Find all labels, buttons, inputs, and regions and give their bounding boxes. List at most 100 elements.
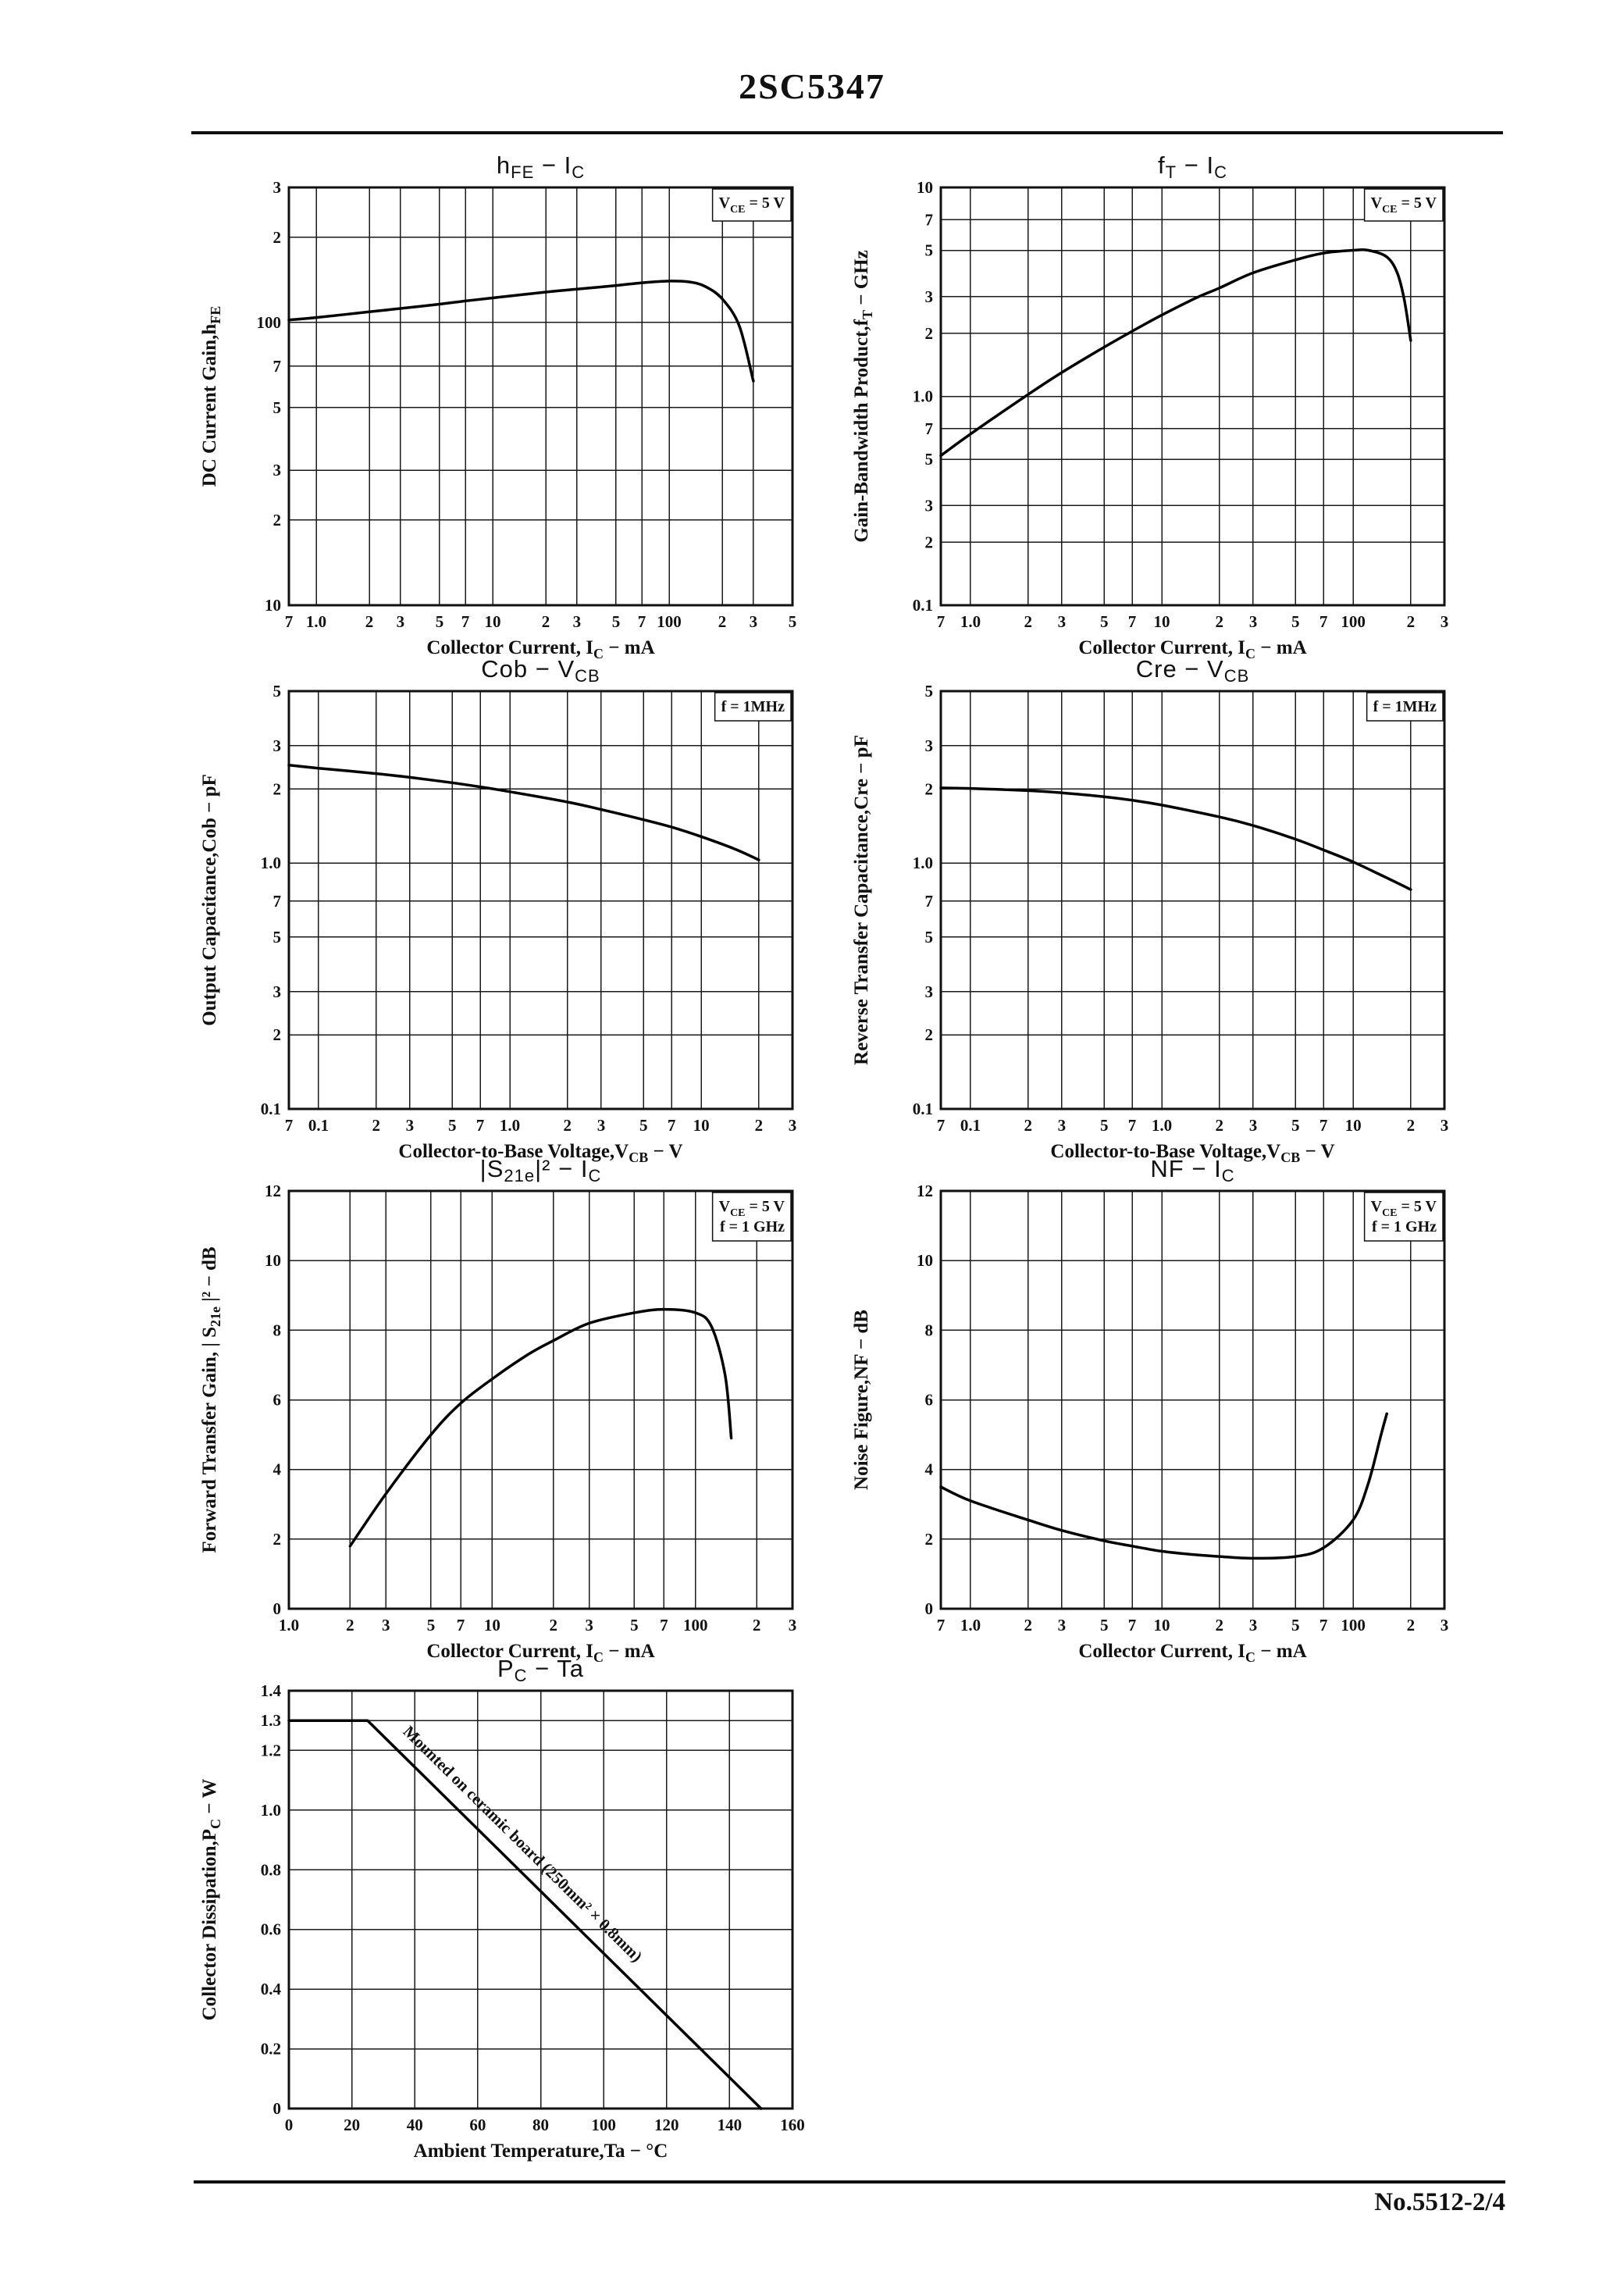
svg-text:3: 3 — [1058, 1616, 1067, 1635]
svg-text:7: 7 — [937, 612, 946, 631]
x-axis-label: Collector-to-Base Voltage,VCB − V — [398, 1141, 682, 1165]
svg-text:2: 2 — [1024, 1116, 1032, 1135]
svg-text:7: 7 — [461, 612, 470, 631]
svg-text:7: 7 — [925, 210, 934, 229]
svg-text:2: 2 — [755, 1116, 764, 1135]
chart-ft-vs-ic: 7 1.0 2 3 5 7 10 2 3 5 7 100 2 3 0.1 2 3 5 7 1.0 2 3 5 7 10 fT − … — [839, 141, 1464, 687]
svg-text:1.0: 1.0 — [500, 1116, 520, 1135]
conditions-box: VCE = 5 V — [711, 188, 792, 222]
svg-text:2: 2 — [1407, 612, 1416, 631]
svg-text:7: 7 — [1320, 612, 1328, 631]
chart-title: Cob − VCB — [481, 655, 600, 686]
svg-text:160: 160 — [780, 2116, 805, 2134]
svg-text:7: 7 — [457, 1616, 465, 1635]
svg-text:f = 1MHz: f = 1MHz — [1373, 698, 1437, 715]
svg-text:2: 2 — [925, 1530, 934, 1549]
svg-text:100: 100 — [257, 313, 282, 332]
y-tick-labels: 0.1 2 3 5 7 1.0 2 3 5 — [913, 682, 933, 1118]
svg-text:2: 2 — [273, 228, 282, 247]
svg-text:80: 80 — [532, 2116, 549, 2134]
svg-text:3: 3 — [1249, 1616, 1258, 1635]
svg-text:5: 5 — [1291, 1616, 1300, 1635]
svg-text:2: 2 — [925, 1025, 934, 1044]
data-curve — [939, 1412, 1388, 1560]
y-axis-label: Collector Dissipation,PC − W — [199, 1779, 223, 2021]
svg-text:1.0: 1.0 — [261, 1801, 281, 1820]
svg-text:3: 3 — [273, 178, 282, 197]
svg-text:5: 5 — [1100, 1616, 1109, 1635]
svg-text:2: 2 — [1024, 612, 1032, 631]
y-tick-labels: 0 2 4 6 8 10 12 — [265, 1182, 282, 1618]
svg-text:2: 2 — [365, 612, 374, 631]
svg-text:3: 3 — [585, 1616, 593, 1635]
svg-text:5: 5 — [436, 612, 444, 631]
svg-text:2: 2 — [273, 1530, 282, 1549]
svg-text:10: 10 — [1154, 612, 1170, 631]
svg-text:3: 3 — [1249, 612, 1258, 631]
svg-text:1.0: 1.0 — [279, 1616, 299, 1635]
footer-rule — [194, 2180, 1505, 2184]
plot-frame — [939, 186, 1446, 607]
svg-text:3: 3 — [1058, 612, 1067, 631]
svg-text:3: 3 — [925, 736, 934, 755]
y-axis-label: DC Current Gain,hFE — [199, 306, 223, 487]
svg-text:1.0: 1.0 — [913, 854, 933, 872]
svg-text:3: 3 — [573, 612, 582, 631]
y-tick-labels: 10 2 3 5 7 100 2 3 — [257, 178, 282, 615]
y-axis-label: Output Capacitance,Cob − pF — [199, 774, 220, 1026]
svg-text:0: 0 — [273, 2099, 282, 2118]
conditions-box: f = 1MHz — [1366, 692, 1444, 722]
svg-text:5: 5 — [448, 1116, 457, 1135]
svg-text:f = 1 GHz: f = 1 GHz — [720, 1218, 785, 1235]
conditions-box: f = 1MHz — [714, 692, 792, 722]
svg-text:3: 3 — [273, 982, 282, 1001]
grid-lines — [288, 690, 793, 1110]
svg-text:1.0: 1.0 — [261, 854, 281, 872]
svg-text:f = 1 GHz: f = 1 GHz — [1372, 1218, 1437, 1235]
svg-text:100: 100 — [591, 2116, 616, 2134]
data-curve — [287, 1719, 763, 2110]
svg-text:1.0: 1.0 — [913, 387, 933, 406]
svg-text:5: 5 — [925, 241, 934, 260]
svg-text:1.0: 1.0 — [1152, 1116, 1172, 1135]
svg-text:7: 7 — [273, 357, 282, 376]
svg-text:5: 5 — [925, 928, 934, 946]
svg-text:0.8: 0.8 — [261, 1860, 281, 1879]
svg-text:100: 100 — [683, 1616, 708, 1635]
svg-text:2: 2 — [753, 1616, 761, 1635]
pc-ta-svg: 0 20 40 60 80 100 120 140 160 0 0.2 0.4 0.6 0.8 1.0 1.2… — [199, 1655, 805, 2162]
svg-text:7: 7 — [668, 1116, 676, 1135]
svg-text:7: 7 — [1320, 1116, 1328, 1135]
svg-text:1.3: 1.3 — [261, 1711, 281, 1730]
svg-text:7: 7 — [1128, 1116, 1137, 1135]
grid-lines — [288, 1190, 793, 1610]
header-rule — [191, 131, 1503, 134]
grid-lines — [940, 1190, 1445, 1610]
svg-text:0.1: 0.1 — [308, 1116, 329, 1135]
svg-text:0.1: 0.1 — [913, 1100, 933, 1118]
y-tick-labels: 0 0.2 0.4 0.6 0.8 1.0 1.2 1.3 1.4 — [261, 1681, 282, 2118]
chart-cob-vs-vcb: 7 0.1 2 3 5 7 1.0 2 3 5 7 10 2 3 0.1 2 3 5 7 1.0 2 3 5 Cob − VC… — [187, 644, 812, 1191]
svg-text:0: 0 — [285, 2116, 294, 2134]
svg-text:60: 60 — [469, 2116, 486, 2134]
svg-text:3: 3 — [1441, 1616, 1449, 1635]
x-axis-label: Collector Current, IC − mA — [1078, 637, 1306, 661]
svg-text:7: 7 — [285, 612, 294, 631]
x-axis-label: Collector Current, IC − mA — [1078, 1641, 1306, 1665]
chart-title: Cre − VCB — [1136, 655, 1250, 686]
svg-text:120: 120 — [654, 2116, 679, 2134]
svg-text:2: 2 — [925, 324, 934, 343]
x-tick-labels: 0 20 40 60 80 100 120 140 160 — [285, 2116, 805, 2134]
svg-text:12: 12 — [265, 1182, 281, 1200]
svg-text:5: 5 — [789, 612, 797, 631]
plot-frame — [939, 1189, 1446, 1610]
svg-text:10: 10 — [484, 1616, 500, 1635]
svg-text:3: 3 — [382, 1616, 390, 1635]
svg-text:6: 6 — [273, 1391, 282, 1410]
svg-text:3: 3 — [597, 1116, 606, 1135]
svg-text:2: 2 — [1216, 1616, 1224, 1635]
svg-text:7: 7 — [638, 612, 646, 631]
data-curve — [939, 248, 1412, 458]
s21e-ic-svg: 1.0 2 3 5 7 10 2 3 5 7 100 2 3 0 2 4 6 8 10 12 |S21e|² − IC C… — [199, 1155, 796, 1665]
